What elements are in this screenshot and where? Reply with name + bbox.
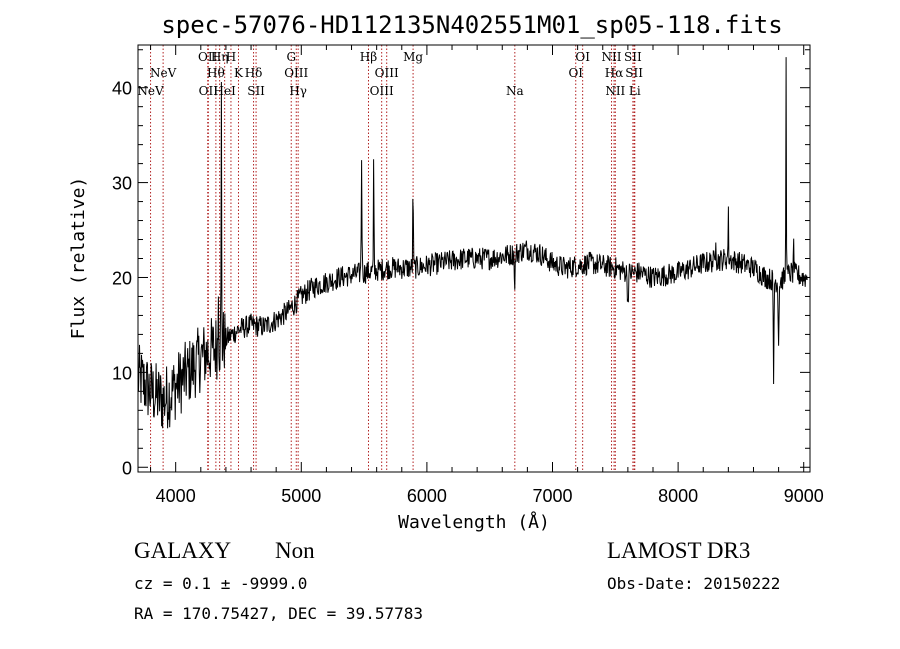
line-label-7: H [226, 50, 236, 64]
x-axis-label: Wavelength (Å) [398, 511, 550, 533]
line-label-11: G [286, 50, 296, 64]
line-label-12: OIII [284, 66, 308, 80]
x-tick-label-5: 9000 [784, 486, 824, 506]
line-label-4: Hθ [207, 66, 225, 80]
obs-date: Obs-Date: 20150222 [607, 574, 781, 593]
y-tick-label-3: 30 [112, 174, 132, 194]
y-axis-label: Flux (relative) [68, 177, 89, 340]
line-label-23: NII [605, 84, 625, 98]
class-label: GALAXY [134, 538, 232, 563]
y-tick-label-0: 0 [122, 458, 132, 478]
chart-title: spec-57076-HD112135N402551M01_sp05-118.f… [161, 11, 782, 39]
line-markers [150, 45, 636, 472]
line-label-26: Li [629, 84, 641, 98]
line-label-13: Hγ [289, 84, 307, 98]
line-label-16: OIII [375, 66, 399, 80]
line-label-2: OII [198, 50, 218, 64]
line-label-18: Na [506, 84, 524, 98]
coordinates-text: RA = 170.75427, DEC = 39.57783 [134, 604, 423, 623]
x-tick-label-0: 4000 [156, 486, 196, 506]
x-axis-ticks: 4000 5000 6000 7000 8000 9000 [150, 45, 824, 506]
line-label-17: Mg [403, 50, 423, 64]
line-label-25: SII [625, 66, 643, 80]
y-axis-ticks: 0 10 20 30 40 [112, 49, 810, 478]
x-tick-label-1: 5000 [281, 486, 321, 506]
line-label-24: SII [624, 50, 642, 64]
line-label-22: Hα [605, 66, 624, 80]
line-label-8: K [234, 66, 244, 80]
line-label-3: OII [199, 84, 219, 98]
line-label-15: OIII [370, 84, 394, 98]
line-label-21: NII [602, 50, 622, 64]
line-label-1: NeV [150, 66, 177, 80]
line-label-9: Hδ [245, 66, 263, 80]
line-label-10: SII [247, 84, 265, 98]
x-tick-label-2: 6000 [407, 486, 447, 506]
spectrum-line [137, 57, 808, 429]
x-tick-label-4: 8000 [658, 486, 698, 506]
line-label-14: Hβ [360, 50, 377, 64]
subclass-label: Non [275, 538, 315, 563]
spectrum-chart: spec-57076-HD112135N402551M01_sp05-118.f… [68, 11, 824, 533]
y-tick-label-2: 20 [112, 268, 132, 288]
survey-label: LAMOST DR3 [607, 538, 751, 563]
line-label-6: HeI [214, 84, 237, 98]
redshift-text: cz = 0.1 ± -9999.0 [134, 574, 308, 593]
line-label-20: OI [575, 50, 590, 64]
line-label-0: NeV [137, 84, 164, 98]
line-label-5: Hη [211, 50, 229, 64]
y-tick-label-1: 10 [112, 363, 132, 383]
y-tick-label-4: 40 [112, 79, 132, 99]
line-label-19: OI [568, 66, 583, 80]
line-labels: NeV NeV OII OII Hθ Hη HeI HK Hδ SII G OIII Hγ Hβ OIII O… [137, 50, 643, 98]
x-tick-label-3: 7000 [532, 486, 572, 506]
